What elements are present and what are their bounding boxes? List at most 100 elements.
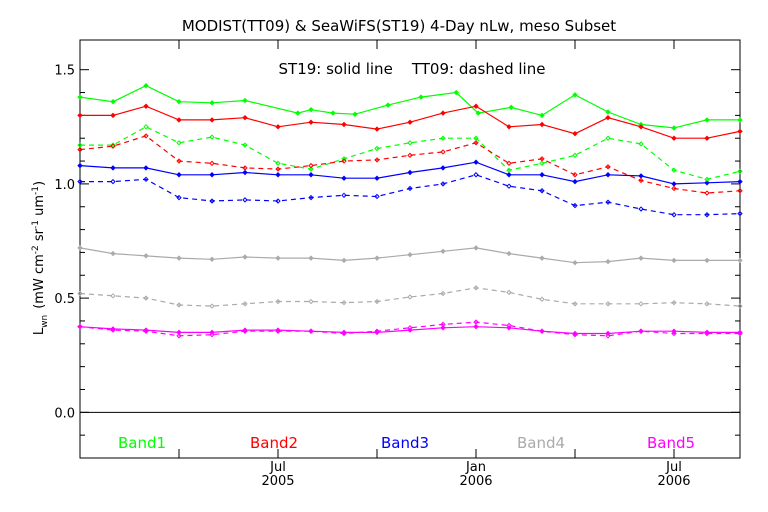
data-point [143,295,149,301]
data-point [572,178,578,185]
data-point [110,98,116,105]
data-point [242,301,248,307]
data-point [605,135,611,141]
data-point [143,82,149,89]
data-point [407,169,413,176]
data-point [176,140,182,146]
data-point [473,159,479,165]
data-point [209,117,215,123]
data-point [110,143,116,149]
series-band4-tt09 [77,285,743,309]
series-line [79,321,740,337]
data-point [275,298,281,305]
data-point [209,172,215,178]
x-tick-label-year: 2006 [459,474,492,489]
data-point [110,327,116,333]
data-point [176,194,182,201]
data-point [704,135,710,141]
data-point [473,245,479,251]
data-point [539,255,545,261]
data-point [209,331,215,338]
series-band3-tt09 [77,172,743,218]
data-point [308,328,314,334]
data-point [506,124,512,130]
data-point [176,98,182,105]
data-point [704,257,710,264]
data-point [638,124,644,130]
data-point [605,109,611,115]
data-point [385,102,391,108]
data-point [671,212,677,218]
data-point [176,302,182,308]
data-point [440,181,446,187]
data-point [341,299,347,306]
data-point [308,194,314,201]
data-point [77,112,83,119]
series-layer [77,82,743,339]
data-point [473,172,479,178]
legend-band1: Band1 [118,434,166,452]
data-point [143,328,149,334]
data-point [110,178,116,185]
data-point [572,331,578,338]
data-point [341,158,347,164]
y-tick-label: 0.0 [54,406,75,421]
series-line [79,287,741,307]
data-point [453,89,459,96]
data-point [143,103,149,109]
data-point [209,303,215,309]
data-point [671,125,677,131]
data-point [572,259,578,266]
data-point [506,160,512,167]
data-point [242,254,248,260]
data-point [407,294,413,300]
data-point [473,140,479,146]
data-point [737,178,743,185]
data-point [737,210,743,217]
series-line [79,85,740,129]
data-point [242,197,248,203]
data-point [275,172,281,178]
data-point [539,328,545,334]
data-point [209,134,215,140]
x-tick-label-month: Jul [665,460,682,475]
data-point [242,169,248,176]
data-point [539,112,545,119]
data-point [407,140,413,146]
line-style-annotation: ST19: solid line TT09: dashed line [279,60,546,78]
data-point [209,198,215,204]
data-point [572,172,578,178]
data-point [440,248,446,254]
data-point [77,146,83,153]
data-point [506,289,512,296]
data-point [704,117,710,123]
data-point [539,156,545,162]
series-band2-st19 [77,103,743,141]
data-point [440,321,446,328]
data-point [605,114,611,121]
data-point [539,160,545,167]
data-point [704,330,710,337]
data-point [638,206,644,212]
series-line [80,126,741,180]
y-label-unit-part: ) [32,181,47,186]
data-point [275,166,281,172]
data-point [176,333,182,339]
data-point [209,100,215,106]
data-point [704,329,710,336]
series-line [80,174,741,216]
data-point [143,253,149,259]
y-label-unit-part: (mW cm [32,254,47,309]
x-tick-label-year: 2006 [657,474,690,489]
legend-band5: Band5 [647,434,695,452]
data-point [638,255,644,261]
series-band1-st19 [77,82,743,131]
data-point [440,325,446,331]
data-point [242,328,248,334]
data-point [605,199,611,205]
x-tick-label-year: 2005 [261,474,294,489]
data-point [671,185,677,192]
series-band3-st19 [77,159,743,187]
data-point [737,168,743,175]
data-point [671,257,677,264]
